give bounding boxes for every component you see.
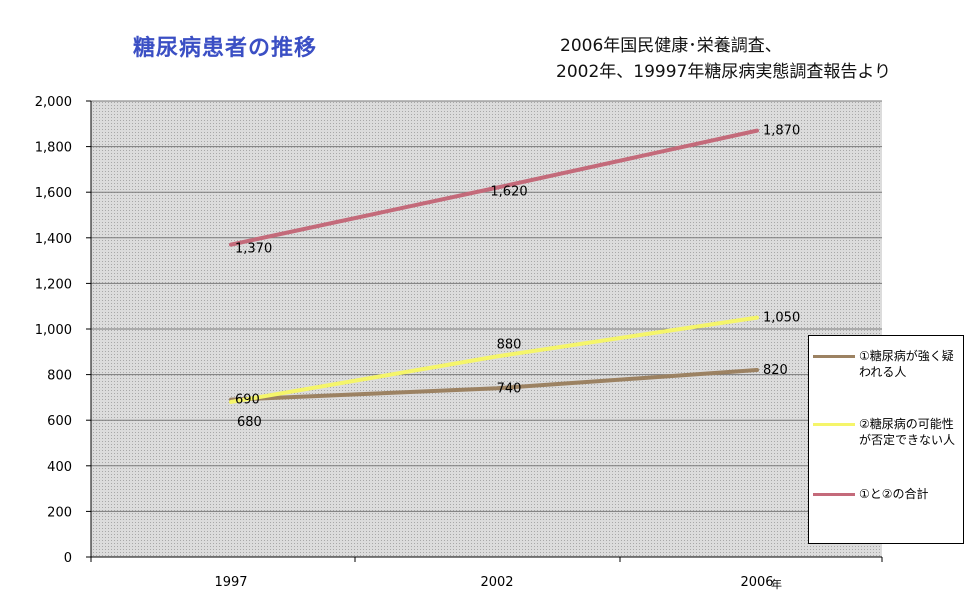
data-label: 1,050 bbox=[763, 311, 800, 326]
y-tick-label: 600 bbox=[47, 414, 72, 429]
legend-swatch-series-1 bbox=[813, 355, 855, 358]
data-label: 1,370 bbox=[235, 242, 272, 257]
legend-label-series-2: ②糖尿病の可能性が否定できない人 bbox=[859, 417, 956, 447]
x-tick-label: 1997 bbox=[214, 575, 247, 590]
y-tick-label: 1,000 bbox=[35, 323, 72, 338]
data-label: 880 bbox=[497, 337, 522, 352]
series-line-2 bbox=[229, 315, 759, 404]
data-label: 1,870 bbox=[763, 124, 800, 139]
x-axis-unit: 年 bbox=[771, 577, 782, 591]
legend-swatch-series-3 bbox=[813, 493, 855, 496]
y-tick-label: 1,400 bbox=[35, 232, 72, 247]
y-tick-label: 2,000 bbox=[35, 95, 72, 110]
data-label: 1,620 bbox=[490, 185, 527, 200]
legend-label-series-1: ①糖尿病が強く疑われる人 bbox=[859, 349, 954, 379]
data-label: 680 bbox=[237, 415, 262, 430]
y-tick-label: 400 bbox=[47, 460, 72, 475]
source-note-line-2: 2002年、19997年糖尿病実態調査報告より bbox=[556, 62, 892, 82]
data-label: 820 bbox=[763, 363, 788, 378]
data-label: 690 bbox=[235, 393, 260, 408]
y-tick-label: 1,200 bbox=[35, 277, 72, 292]
series-line-3 bbox=[229, 128, 759, 247]
x-tick-label: 2002 bbox=[480, 575, 513, 590]
y-tick-label: 800 bbox=[47, 369, 72, 384]
y-tick-label: 0 bbox=[64, 551, 72, 566]
series-line-1 bbox=[229, 368, 759, 402]
legend: ①糖尿病が強く疑われる人 ②糖尿病の可能性が否定できない人 ①と②の合計 bbox=[808, 335, 964, 544]
y-tick-label: 200 bbox=[47, 505, 72, 520]
source-note-line-1: 2006年国民健康･栄養調査、 bbox=[560, 36, 782, 56]
y-tick-label: 1,600 bbox=[35, 186, 72, 201]
y-tick-label: 1,800 bbox=[35, 141, 72, 156]
data-label: 740 bbox=[497, 381, 522, 396]
legend-swatch-series-2 bbox=[813, 423, 855, 426]
x-tick-label: 2006 bbox=[740, 575, 773, 590]
legend-label-series-3: ①と②の合計 bbox=[859, 487, 929, 501]
chart-title: 糖尿病患者の推移 bbox=[133, 36, 318, 61]
